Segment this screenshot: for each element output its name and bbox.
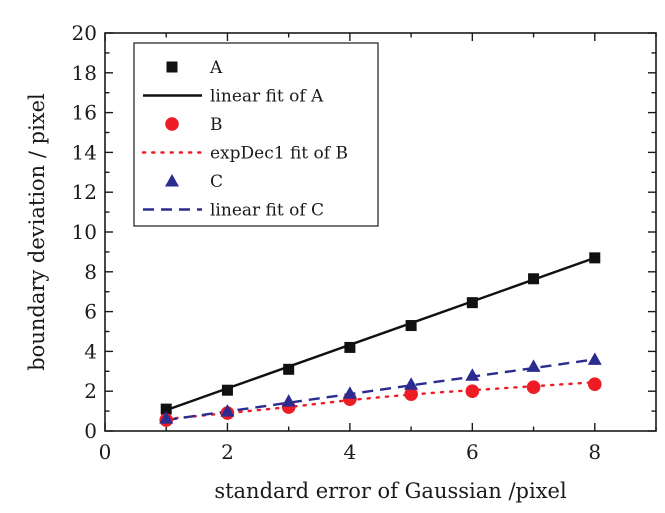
data-point-circle — [587, 377, 602, 392]
legend-marker — [166, 61, 178, 73]
data-point-circle — [526, 380, 541, 395]
legend-box — [133, 42, 379, 227]
y-tick-label: 6 — [84, 300, 97, 324]
y-tick-label: 4 — [84, 339, 97, 363]
x-tick-label: 8 — [588, 440, 601, 464]
legend-marker — [165, 117, 179, 131]
fit-line — [165, 256, 596, 412]
axes: 0 2 4 6 8 0 2 4 6 8 10 12 14 16 18 20 — [72, 21, 657, 464]
x-axis-title: standard error of Gaussian /pixel — [214, 479, 567, 503]
data-point-triangle — [526, 359, 541, 372]
data-point-triangle — [342, 386, 357, 399]
legend-label: expDec1 fit of B — [210, 144, 348, 164]
legend-label: linear fit of C — [210, 201, 324, 221]
data-point-square — [283, 363, 295, 375]
y-axis-title: boundary deviation / pixel — [25, 93, 49, 371]
legend-marker — [165, 174, 179, 187]
x-tick-label: 2 — [221, 440, 234, 464]
y-tick-label: 10 — [72, 220, 97, 244]
y-tick-label: 14 — [72, 140, 97, 164]
legend-label: linear fit of A — [210, 87, 324, 107]
legend-label: C — [210, 172, 223, 192]
data-point-square — [221, 384, 233, 396]
legend-label: A — [209, 58, 223, 78]
data-point-square — [466, 297, 478, 309]
data-point-triangle — [220, 404, 235, 417]
data-point-square — [589, 252, 601, 264]
y-tick-label: 8 — [84, 260, 97, 284]
y-tick-label: 20 — [72, 21, 97, 45]
fit-lines — [165, 256, 596, 422]
fit-line — [166, 358, 595, 422]
data-point-triangle — [404, 377, 419, 390]
y-tick-label: 12 — [72, 180, 97, 204]
data-point-triangle — [465, 368, 480, 381]
y-tick-label: 18 — [72, 61, 97, 85]
data-point-circle — [465, 384, 480, 399]
data-point-square — [528, 273, 540, 285]
data-point-triangle — [281, 394, 296, 407]
data-point-square — [405, 320, 417, 332]
y-tick-label: 0 — [84, 419, 97, 443]
fit-line — [165, 381, 596, 421]
x-tick-label: 4 — [344, 440, 357, 464]
data-point-square — [160, 403, 172, 415]
data-point-square — [344, 341, 356, 353]
data-point-triangle — [587, 352, 602, 365]
legend-label: B — [210, 115, 223, 135]
x-tick-label: 0 — [99, 440, 112, 464]
data-point-triangle — [159, 411, 174, 424]
data-points — [159, 252, 602, 427]
x-tick-label: 6 — [466, 440, 479, 464]
y-tick-label: 2 — [84, 379, 97, 403]
y-tick-label: 16 — [72, 101, 97, 125]
data-point-circle — [404, 387, 418, 401]
